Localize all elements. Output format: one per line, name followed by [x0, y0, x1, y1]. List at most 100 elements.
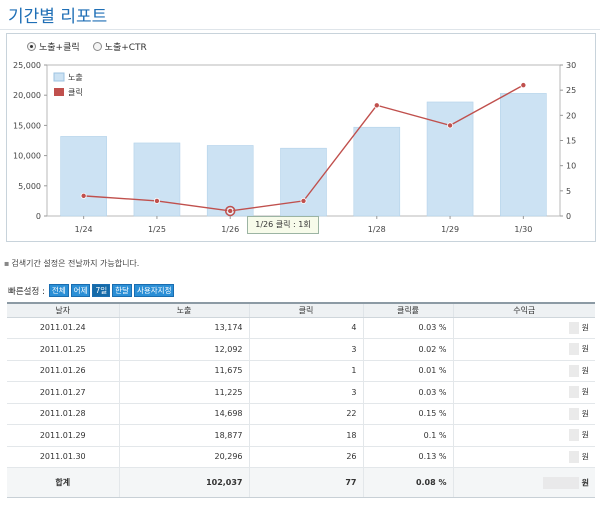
revenue-unit: 원 — [581, 344, 589, 354]
point-clicks — [300, 197, 307, 204]
cell-ctr: 0.03 % — [362, 317, 453, 339]
bar-impressions — [133, 142, 181, 217]
cell-date: 2011.01.30 — [7, 446, 119, 468]
left-tick-label: 0 — [36, 212, 41, 221]
right-tick-label: 5 — [566, 187, 571, 196]
right-tick-label: 10 — [566, 162, 576, 171]
radio-selected-icon[interactable] — [27, 42, 36, 51]
x-tick-label: 1/26 — [221, 225, 239, 234]
cell-revenue: 원 — [452, 338, 595, 361]
quick-button[interactable]: 한달 — [112, 284, 132, 297]
masked-value — [568, 364, 579, 377]
cell-ctr: 0.1 % — [362, 424, 453, 447]
table-total-row: 합계 102,037 77 0.08 % 원 — [7, 467, 595, 498]
cell-impressions: 20,296 — [118, 446, 249, 468]
table-row: 2011.01.25 12,092 3 0.02 % 원 — [7, 338, 595, 361]
table-row: 2011.01.24 13,174 4 0.03 % 원 — [7, 317, 595, 339]
column-header-impressions: 노출 — [118, 302, 249, 318]
revenue-unit: 원 — [581, 366, 589, 376]
cell-clicks: 4 — [248, 317, 363, 339]
quick-button[interactable]: 전체 — [48, 284, 69, 297]
masked-value — [568, 386, 579, 399]
column-header-clicks: 클릭 — [248, 302, 363, 318]
bullet-icon: ▪ — [4, 259, 10, 268]
cell-ctr: 0.01 % — [362, 360, 453, 382]
quick-settings: 빠른설정 : 전체 어제 7일 한달 사용자지정 — [8, 284, 175, 297]
cell-impressions: 11,675 — [118, 360, 249, 382]
cell-ctr: 0.02 % — [362, 338, 453, 361]
revenue-unit: 원 — [581, 452, 589, 462]
cell-total-impressions: 102,037 — [118, 467, 249, 498]
table-header-row: 날자 노출 클릭 클릭률 수익금 — [7, 302, 595, 318]
legend-swatch-impressions — [53, 72, 65, 82]
legend-label-clicks: 클릭 — [68, 87, 83, 97]
chart-type-options: 노출+클릭 노출+CTR — [27, 40, 160, 53]
legend-swatch-clicks — [54, 88, 64, 96]
bar-impressions — [353, 126, 401, 217]
right-tick-label: 30 — [566, 61, 576, 70]
bar-impressions — [60, 136, 107, 217]
option-impression-ctr[interactable]: 노출+CTR — [92, 40, 147, 53]
left-tick-label: 20,000 — [13, 91, 41, 100]
table-row: 2011.01.26 11,675 1 0.01 % 원 — [7, 360, 595, 382]
cell-total-clicks: 77 — [248, 467, 363, 498]
masked-value — [568, 450, 579, 463]
table-row: 2011.01.29 18,877 18 0.1 % 원 — [7, 424, 595, 447]
cell-revenue: 원 — [452, 381, 595, 404]
date-range-note: ▪ 검색기간 설정은 전날까지 가능합니다. — [4, 258, 139, 269]
cell-clicks: 22 — [248, 403, 363, 425]
table-row: 2011.01.30 20,296 26 0.13 % 원 — [7, 446, 595, 468]
chart-tooltip: 1/26 클릭 : 1회 — [247, 216, 319, 234]
bar-impressions — [280, 147, 327, 217]
cell-impressions: 14,698 — [118, 403, 249, 425]
column-header-ctr: 클릭률 — [362, 302, 453, 318]
page-title: 기간별 리포트 — [8, 7, 108, 27]
cell-impressions: 12,092 — [118, 338, 249, 361]
note-text: 검색기간 설정은 전날까지 가능합니다. — [11, 259, 140, 268]
column-header-date: 날자 — [7, 302, 119, 318]
quick-button[interactable]: 어제 — [70, 284, 91, 297]
x-tick-label: 1/25 — [148, 225, 166, 234]
title-divider — [0, 29, 600, 30]
masked-value — [568, 429, 579, 442]
radio-unselected-icon[interactable] — [92, 42, 102, 51]
legend-label-impressions: 노출 — [68, 72, 83, 82]
revenue-unit: 원 — [581, 409, 589, 419]
cell-date: 2011.01.28 — [7, 403, 119, 425]
cell-revenue: 원 — [452, 317, 595, 339]
masked-value — [542, 476, 579, 489]
cell-ctr: 0.13 % — [362, 446, 453, 468]
cell-clicks: 26 — [248, 446, 363, 468]
period-chart: 0 5,000 10,000 15,000 20,000 25,000 0 5 10 15 20 25… — [13, 61, 576, 234]
left-tick-label: 5,000 — [18, 182, 41, 191]
quick-button[interactable]: 7일 — [92, 284, 111, 297]
cell-revenue: 원 — [452, 403, 595, 425]
point-clicks — [80, 192, 87, 199]
table-row: 2011.01.28 14,698 22 0.15 % 원 — [7, 403, 595, 425]
cell-clicks: 3 — [248, 338, 363, 361]
point-clicks — [373, 102, 380, 109]
left-tick-label: 25,000 — [13, 61, 41, 70]
cell-total-revenue: 원 — [452, 467, 595, 498]
revenue-unit: 원 — [581, 478, 589, 487]
revenue-unit: 원 — [581, 430, 589, 440]
cell-clicks: 1 — [248, 360, 363, 382]
cell-clicks: 18 — [248, 424, 363, 447]
x-tick-label: 1/24 — [75, 225, 93, 234]
report-table: 날자 노출 클릭 클릭률 수익금 2011.01.24 13,174 4 0.03 %… — [7, 302, 595, 498]
x-tick-label: 1/28 — [368, 225, 386, 234]
x-tick-label: 1/29 — [441, 225, 459, 234]
cell-date: 2011.01.26 — [7, 360, 119, 382]
masked-value — [568, 321, 579, 334]
quick-button[interactable]: 사용자지정 — [133, 284, 175, 297]
right-tick-label: 20 — [566, 111, 576, 120]
left-tick-label: 15,000 — [13, 121, 41, 130]
cell-revenue: 원 — [452, 360, 595, 382]
cell-impressions: 11,225 — [118, 381, 249, 404]
cell-ctr: 0.15 % — [362, 403, 453, 425]
option-impression-click[interactable]: 노출+클릭 — [27, 40, 80, 53]
point-clicks — [227, 207, 234, 214]
bar-impressions — [206, 145, 254, 217]
bar-impressions — [426, 101, 474, 217]
cell-impressions: 13,174 — [118, 317, 249, 339]
